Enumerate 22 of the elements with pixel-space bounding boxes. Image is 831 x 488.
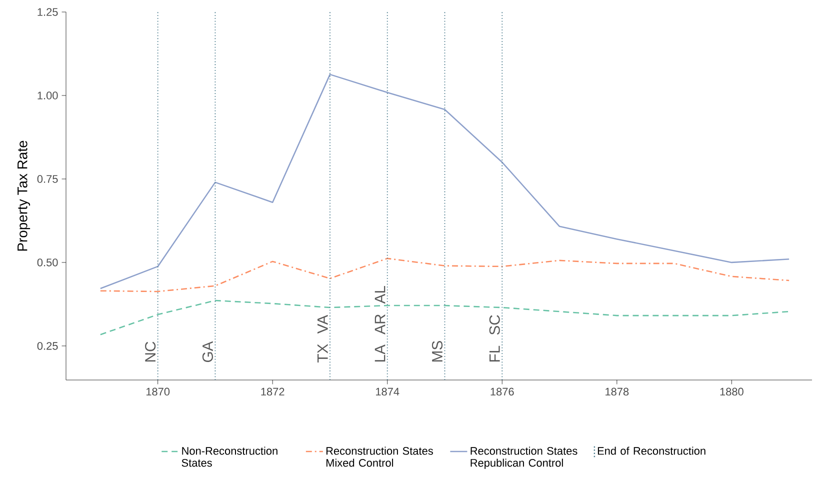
ref-line-label: MS bbox=[432, 341, 443, 362]
x-tick-label: 1878 bbox=[606, 388, 629, 396]
ref-line-label: NC bbox=[145, 342, 156, 362]
y-tick-label: 1.00 bbox=[38, 92, 58, 100]
legend-label: Reconstruction States Mixed Control bbox=[326, 446, 433, 467]
x-tick-label: 1870 bbox=[146, 388, 170, 396]
y-tick-label: 1.25 bbox=[38, 8, 58, 16]
x-tick-label: 1876 bbox=[490, 388, 514, 396]
y-tick-label: 0.50 bbox=[37, 258, 58, 266]
x-tick-label: 1874 bbox=[376, 388, 400, 396]
y-tick-label: 0.25 bbox=[37, 342, 58, 350]
legend-label: Non-Reconstruction States bbox=[182, 446, 278, 467]
x-tick-label: 1872 bbox=[261, 388, 284, 396]
ref-line-label: LA AR AL bbox=[374, 286, 386, 362]
ref-line-label: FL SC bbox=[489, 315, 500, 362]
y-axis-title: Property Tax Rate bbox=[18, 140, 30, 251]
ref-line-label: TX VA bbox=[317, 314, 328, 362]
text: End of Reconstruction bbox=[598, 446, 706, 455]
legend-label: Reconstruction States Republican Control bbox=[470, 446, 578, 469]
x-tick-label: 1880 bbox=[720, 388, 744, 396]
y-tick-label: 0.75 bbox=[37, 175, 58, 183]
ref-line-label: GA bbox=[202, 341, 213, 362]
